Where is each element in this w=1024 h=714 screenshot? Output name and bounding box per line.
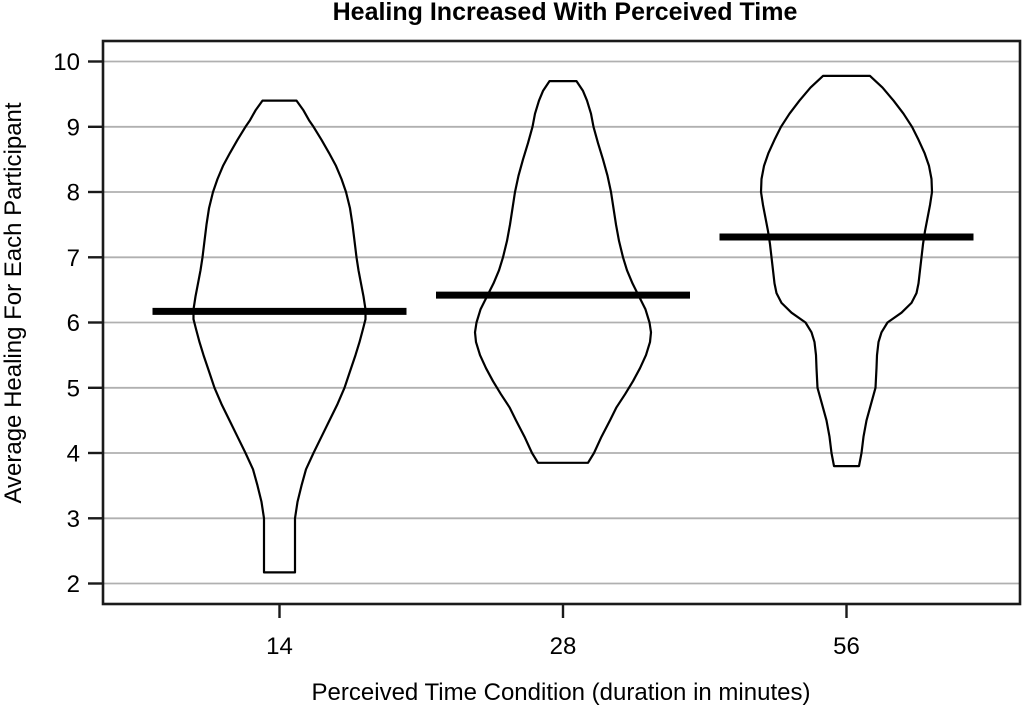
violins-group (192, 74, 934, 574)
y-tick-label: 7 (67, 245, 80, 272)
x-tick-label: 28 (550, 633, 577, 660)
y-tick-label: 4 (67, 441, 80, 468)
y-tick-label: 6 (67, 310, 80, 337)
x-tick-label: 56 (833, 633, 860, 660)
y-axis-ticks-group: 2 3 4 5 6 7 8 9 10 (53, 49, 103, 598)
y-tick-label: 10 (53, 49, 80, 76)
y-tick-label: 2 (67, 571, 80, 598)
y-axis-label: Average Healing For Each Participant (0, 102, 27, 503)
violin-28 (473, 80, 653, 464)
x-axis-label: Perceived Time Condition (duration in mi… (312, 679, 811, 706)
mean-bars-group (152, 233, 974, 315)
y-tick-label: 3 (67, 506, 80, 533)
chart-title: Healing Increased With Perceived Time (333, 0, 798, 26)
y-tick-label: 8 (67, 180, 80, 207)
x-axis-ticks-group: 14 28 56 (266, 604, 860, 660)
violin-14 (192, 99, 367, 574)
x-tick-label: 14 (266, 633, 293, 660)
y-tick-label: 5 (67, 375, 80, 402)
gridlines-group (103, 60, 1020, 585)
y-tick-label: 9 (67, 114, 80, 141)
violin-56 (759, 74, 934, 468)
